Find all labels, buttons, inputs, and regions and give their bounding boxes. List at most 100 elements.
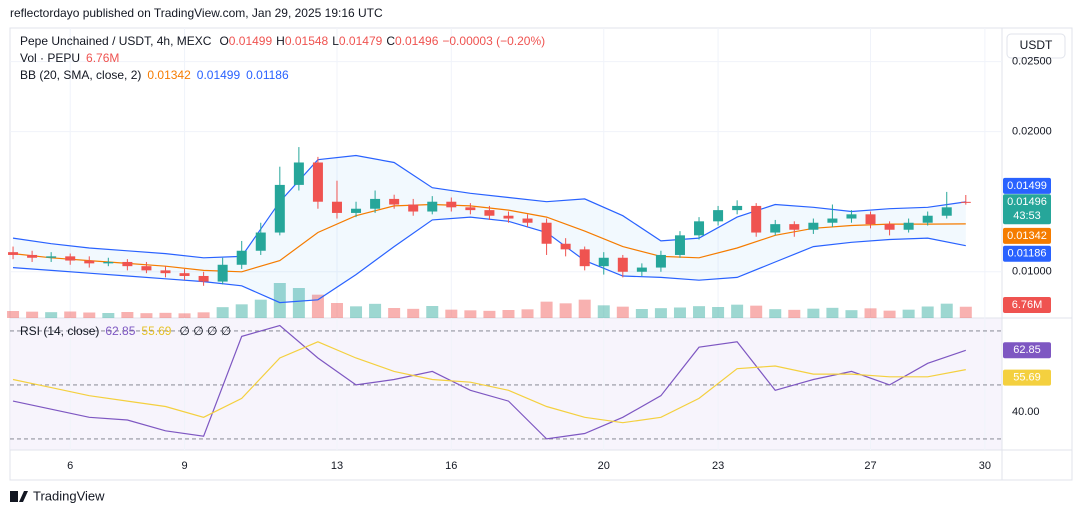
header-text: reflectordayo published on TradingView.c… — [10, 6, 383, 20]
candle-body — [160, 270, 171, 274]
volume-bar — [102, 313, 115, 318]
x-tick-label: 23 — [712, 460, 724, 472]
candle-body — [598, 257, 609, 267]
volume-bar — [83, 312, 96, 318]
rsi-line — [12, 324, 966, 440]
volume-bar — [959, 306, 972, 318]
candle-body — [770, 224, 781, 233]
candle-body — [293, 162, 304, 185]
volume-bar — [540, 301, 553, 318]
price-tag-label: 55.69 — [1013, 371, 1041, 383]
candle-body — [8, 252, 19, 255]
candle-body — [808, 222, 819, 230]
y-tick-label: 0.02000 — [1012, 126, 1052, 138]
candle-body — [884, 224, 895, 230]
candle-body — [865, 214, 876, 225]
volume-bar — [921, 306, 934, 318]
volume-bar — [254, 299, 267, 318]
volume-bar — [178, 313, 191, 318]
volume-bar — [826, 307, 839, 318]
volume-bar — [807, 308, 820, 318]
tv-logo — [10, 491, 28, 502]
candle-body — [960, 201, 971, 203]
legend-title: Pepe Unchained / USDT, 4h, MEXC — [20, 34, 212, 48]
candle-body — [312, 162, 323, 202]
rsi-pane-bg — [10, 318, 1002, 450]
volume-bar — [559, 303, 572, 318]
volume-bar — [464, 310, 477, 318]
price-tag-label: 0.01186 — [1008, 248, 1047, 260]
volume-bar — [483, 310, 496, 318]
volume-bar — [45, 312, 58, 318]
price-tag — [1003, 177, 1051, 194]
x-tick-label: 27 — [864, 460, 876, 472]
candle-body — [351, 208, 362, 213]
volume-bar — [273, 283, 286, 318]
candle-body — [46, 256, 57, 258]
volume-bar — [731, 304, 744, 318]
volume-legend: Vol · PEPU 6.76M — [20, 51, 119, 65]
x-tick-label: 16 — [445, 460, 457, 472]
legend-label: H — [276, 34, 285, 48]
legend-change: −0.00003 (−0.20%) — [442, 34, 545, 48]
price-tag — [1003, 297, 1051, 313]
candle-body — [636, 267, 647, 272]
candle-body — [579, 249, 590, 267]
candle-body — [255, 232, 266, 251]
candle-body — [103, 261, 114, 264]
candle-body — [65, 256, 76, 261]
volume-bar — [502, 310, 515, 318]
candle-body — [732, 205, 743, 211]
candle-body — [141, 266, 152, 271]
volume-bar — [292, 288, 305, 318]
volume-bar — [693, 306, 706, 318]
price-tag-label: 62.85 — [1013, 344, 1041, 356]
volume-bar — [197, 312, 210, 318]
volume-bar — [159, 312, 172, 318]
legend-value: 62.85 — [105, 324, 135, 338]
legend-title: BB (20, SMA, close, 2) — [20, 68, 141, 82]
candle-body — [922, 215, 933, 223]
candle-body — [484, 210, 495, 216]
candle-body — [522, 218, 533, 223]
volume-bar — [883, 310, 896, 318]
price-tag-label: 6.76M — [1012, 299, 1043, 311]
volume-bar — [864, 308, 877, 318]
candle-body — [408, 204, 419, 212]
legend-value: 0.01342 — [147, 68, 191, 82]
candle-body — [198, 275, 209, 282]
candle-body — [751, 205, 762, 233]
price-tag — [1003, 194, 1051, 225]
volume-bar — [407, 308, 420, 318]
legend-label: O — [219, 34, 228, 48]
price-tag-label: 0.01496 — [1007, 196, 1047, 208]
rsi-legend: RSI (14, close) 62.85 55.69 ∅ ∅ ∅ ∅ — [20, 324, 231, 338]
volume-bar — [788, 309, 801, 318]
price-tag — [1003, 227, 1051, 244]
candle-body — [617, 257, 628, 272]
volume-bar — [654, 308, 667, 318]
y-tick-label: 40.00 — [1012, 406, 1040, 418]
price-tag — [1003, 342, 1051, 359]
candle-body — [446, 201, 457, 208]
volume-bar — [902, 309, 915, 318]
volume-bar — [445, 309, 458, 318]
candle-body — [694, 221, 705, 236]
band-fill — [13, 155, 966, 303]
candle-body — [370, 198, 381, 209]
candle-body — [541, 222, 552, 244]
bb-upper — [12, 154, 966, 259]
volume-bar — [521, 309, 534, 318]
x-tick-label: 30 — [979, 460, 991, 472]
volume-bar — [350, 306, 363, 318]
footer-brand: TradingView — [33, 488, 105, 503]
candle-body — [217, 264, 228, 282]
currency-label[interactable]: USDT — [1020, 38, 1053, 52]
candle-body — [274, 184, 285, 233]
currency-button[interactable] — [1006, 33, 1066, 59]
volume-bar — [769, 309, 782, 318]
bb-legend: BB (20, SMA, close, 2) 0.01342 0.01499 0.01… — [20, 68, 289, 82]
candle-body — [122, 261, 133, 267]
legend-value: 0.01479 — [339, 34, 383, 48]
volume-bar — [64, 311, 77, 318]
